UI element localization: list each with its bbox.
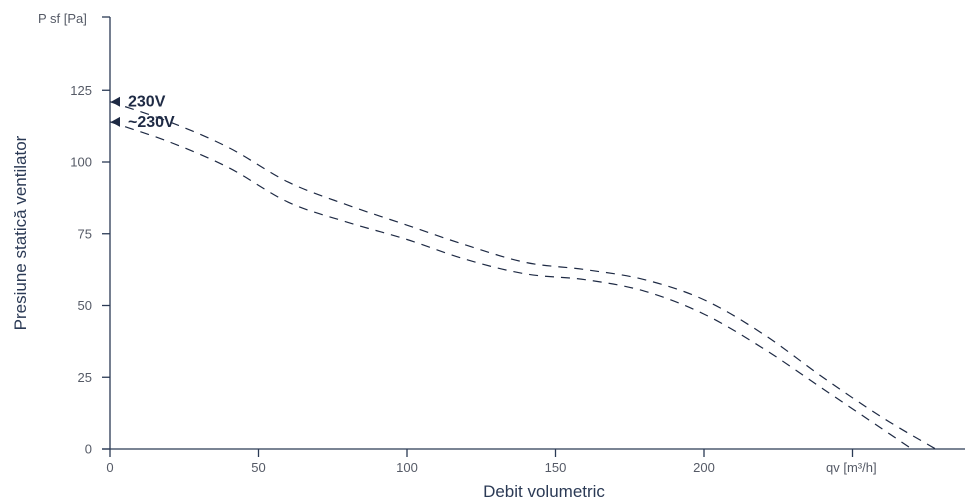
y-unit-label: P sf [Pa] xyxy=(38,11,87,26)
curves xyxy=(109,101,936,450)
y-tick-label: 0 xyxy=(85,442,92,457)
x-unit-label: qv [m³/h] xyxy=(826,460,877,475)
curve-line xyxy=(109,121,913,450)
curve-label: 230V xyxy=(128,94,166,111)
y-axis-title: Presiune statică ventilator xyxy=(11,135,30,330)
curve-marker-icon xyxy=(111,116,120,127)
y-tick-label: 25 xyxy=(78,370,92,385)
y-tick-label: 100 xyxy=(70,155,92,170)
y-tick-label: 125 xyxy=(70,83,92,98)
x-tick-label: 150 xyxy=(545,460,567,475)
axes xyxy=(102,16,965,450)
curve-line xyxy=(109,101,936,450)
x-ticks: 0 50 100 150 200 xyxy=(106,449,854,475)
y-ticks: 0 25 50 75 100 125 xyxy=(70,83,110,457)
curve-labels: 230V ~230V xyxy=(111,94,175,131)
curve-label: ~230V xyxy=(128,114,175,131)
x-tick-label: 100 xyxy=(396,460,418,475)
y-tick-label: 50 xyxy=(78,298,92,313)
x-axis-title: Debit volumetric xyxy=(483,482,605,500)
x-tick-label: 200 xyxy=(693,460,715,475)
curve-marker-icon xyxy=(111,96,120,107)
y-tick-label: 75 xyxy=(78,226,92,241)
x-tick-label: 50 xyxy=(251,460,265,475)
x-tick-label: 0 xyxy=(106,460,113,475)
